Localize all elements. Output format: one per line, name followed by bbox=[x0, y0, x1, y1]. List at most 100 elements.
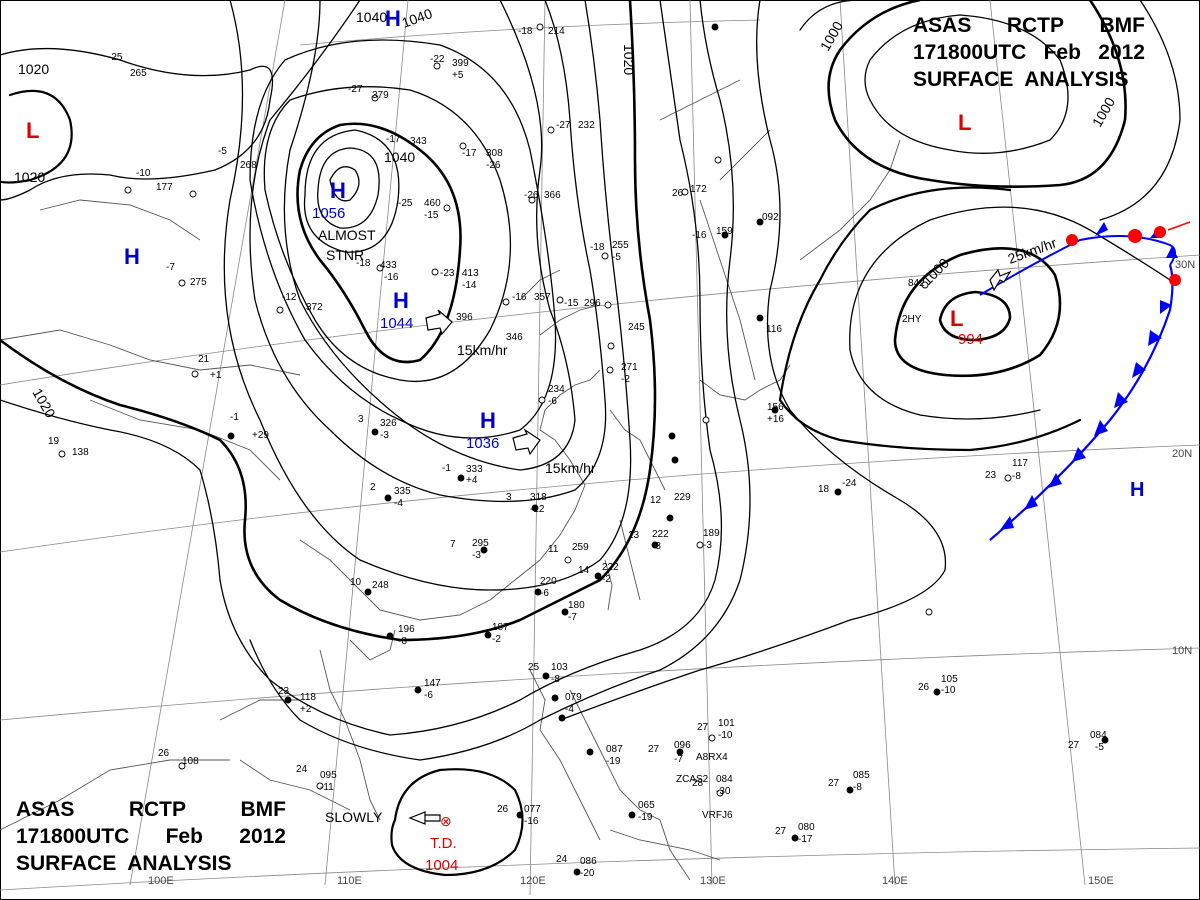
svg-text:222: 222 bbox=[602, 562, 619, 573]
svg-text:11: 11 bbox=[548, 544, 559, 555]
svg-text:24: 24 bbox=[296, 764, 308, 775]
svg-text:396: 396 bbox=[456, 312, 473, 323]
svg-text:087: 087 bbox=[606, 744, 623, 755]
movement-arrow-icon bbox=[425, 309, 453, 336]
station-plot: 147-6 bbox=[424, 678, 441, 701]
title-station: RCTP bbox=[1006, 14, 1065, 37]
svg-text:26: 26 bbox=[672, 188, 684, 199]
svg-text:101: 101 bbox=[718, 718, 735, 729]
svg-text:118: 118 bbox=[300, 692, 316, 703]
isobar-label: 1040 bbox=[400, 5, 435, 31]
station-plot: 21+1 bbox=[198, 354, 222, 381]
svg-text:108: 108 bbox=[182, 756, 199, 767]
svg-text:7: 7 bbox=[450, 539, 456, 550]
svg-text:333: 333 bbox=[466, 464, 483, 475]
svg-text:1036: 1036 bbox=[466, 435, 499, 452]
svg-text:-18: -18 bbox=[356, 258, 371, 269]
title-office: BMF bbox=[240, 798, 287, 821]
svg-text:842: 842 bbox=[908, 278, 925, 289]
station-plot: -16 159 bbox=[692, 226, 733, 241]
svg-text:-15: -15 bbox=[424, 210, 439, 221]
svg-text:372: 372 bbox=[306, 302, 323, 313]
svg-text:-25: -25 bbox=[108, 52, 123, 63]
station-plot: -1 333+4 bbox=[442, 463, 483, 486]
svg-text:096: 096 bbox=[674, 740, 691, 751]
graticule-labels: 110E 120E 130E 140E 150E 100E 30N 20N 10… bbox=[148, 259, 1195, 887]
svg-text:084: 084 bbox=[716, 774, 733, 785]
movement-labels: 15km/hr 15km/hr 25km/hr SLOWLY ALMOST ST… bbox=[318, 227, 1059, 825]
latitude-label: 20N bbox=[1172, 448, 1192, 460]
station-plot-markers bbox=[58, 23, 1109, 876]
svg-text:259: 259 bbox=[572, 542, 589, 553]
svg-text:308: 308 bbox=[486, 148, 503, 159]
svg-text:28: 28 bbox=[692, 778, 704, 789]
high-center-1044: H 1044 bbox=[380, 288, 413, 332]
longitude-label: 130E bbox=[700, 875, 726, 887]
svg-text:-8: -8 bbox=[1012, 471, 1021, 482]
movement-arrow-icon bbox=[989, 268, 1012, 292]
station-plot: -16 357 bbox=[512, 292, 551, 303]
svg-text:25: 25 bbox=[528, 662, 540, 673]
latitude-label: 30N bbox=[1175, 259, 1195, 271]
isobar-label: 1040 bbox=[356, 9, 387, 25]
svg-text:-16: -16 bbox=[384, 272, 399, 283]
svg-text:255: 255 bbox=[612, 240, 629, 251]
svg-text:+4: +4 bbox=[466, 475, 478, 486]
station-plot: -17 308-26 bbox=[462, 148, 503, 171]
svg-text:234: 234 bbox=[548, 384, 565, 395]
station-plot: 10 248 bbox=[350, 577, 389, 591]
svg-text:12: 12 bbox=[650, 495, 662, 506]
svg-text:26: 26 bbox=[158, 748, 170, 759]
longitude-label: 110E bbox=[337, 875, 362, 887]
title-year: 2012 bbox=[1098, 41, 1145, 64]
station-plot: 26 172 bbox=[672, 184, 707, 199]
svg-text:994: 994 bbox=[958, 331, 983, 348]
svg-text:-27: -27 bbox=[348, 84, 363, 95]
svg-text:-6: -6 bbox=[548, 396, 557, 407]
svg-text:189: 189 bbox=[703, 528, 720, 539]
title-product: SURFACE ANALYSIS bbox=[16, 852, 232, 875]
svg-text:086: 086 bbox=[580, 856, 597, 867]
title-month: Feb bbox=[1043, 41, 1081, 64]
svg-text:-25: -25 bbox=[398, 198, 413, 209]
title-year: 2012 bbox=[239, 825, 286, 848]
svg-text:-7: -7 bbox=[674, 754, 683, 765]
station-plot: 24 095-11 bbox=[296, 764, 337, 793]
station-plot: 25 103-8 bbox=[528, 662, 568, 685]
high-center: H bbox=[385, 6, 401, 31]
stationary-note: ALMOST bbox=[318, 227, 376, 243]
svg-text:177: 177 bbox=[156, 182, 173, 193]
movement-speed: 25km/hr bbox=[1006, 234, 1059, 266]
svg-text:248: 248 bbox=[372, 580, 389, 591]
svg-text:245: 245 bbox=[628, 322, 645, 333]
svg-text:-17: -17 bbox=[798, 834, 813, 845]
pressure-centers: H 1056 H 1044 H 1036 H H H L 994 L L bbox=[26, 6, 1144, 501]
title-product: SURFACE ANALYSIS bbox=[913, 68, 1129, 91]
svg-text:-3: -3 bbox=[472, 550, 481, 561]
svg-text:220: 220 bbox=[540, 576, 557, 587]
isobar-label: 1020 bbox=[29, 386, 59, 421]
svg-text:-20: -20 bbox=[580, 868, 595, 879]
station-plot: -12 372 bbox=[282, 292, 323, 313]
station-plot: 7 295-3 bbox=[450, 538, 489, 561]
movement-arrow-icon bbox=[408, 811, 441, 825]
svg-text:23: 23 bbox=[985, 470, 997, 481]
svg-text:077: 077 bbox=[524, 804, 541, 815]
station-plot: 245 bbox=[628, 322, 645, 333]
svg-text:-3: -3 bbox=[380, 430, 389, 441]
station-plot: 116 bbox=[766, 324, 782, 335]
svg-text:366: 366 bbox=[544, 190, 561, 201]
svg-text:-4: -4 bbox=[394, 498, 403, 509]
svg-text:080: 080 bbox=[798, 822, 815, 833]
station-plot: 27 096 -7 bbox=[648, 740, 691, 765]
svg-text:26: 26 bbox=[497, 804, 509, 815]
svg-text:271: 271 bbox=[621, 362, 638, 373]
svg-text:+2: +2 bbox=[300, 704, 312, 715]
svg-text:+5: +5 bbox=[452, 70, 464, 81]
title-office: BMF bbox=[1099, 14, 1146, 37]
svg-text:138: 138 bbox=[72, 447, 89, 458]
ship-id: VRFJ6 bbox=[702, 810, 733, 821]
svg-text:172: 172 bbox=[690, 184, 707, 195]
station-plot: 27 085-8 bbox=[828, 770, 870, 793]
station-plot: 27 084-5 bbox=[1068, 730, 1107, 753]
